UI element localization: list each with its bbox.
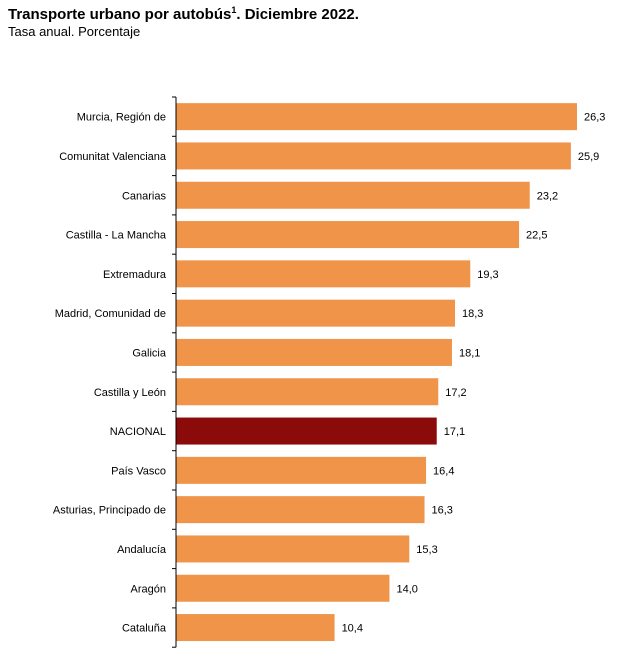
category-label: País Vasco (111, 465, 166, 477)
category-label: Comunitat Valenciana (59, 151, 167, 163)
data-label: 18,3 (462, 308, 483, 320)
category-label: Murcia, Región de (77, 112, 166, 124)
bar (176, 574, 390, 602)
chart-title: Transporte urbano por autobús1. Diciembr… (8, 5, 359, 24)
category-label: Madrid, Comunidad de (55, 308, 166, 320)
data-label: 25,9 (578, 151, 599, 163)
bar (176, 417, 437, 445)
category-label: Aragón (131, 583, 166, 595)
data-label: 17,2 (445, 387, 466, 399)
bar (176, 181, 530, 209)
bar (176, 378, 439, 406)
chart-title-suffix: . Diciembre 2022. (236, 6, 359, 23)
bar (176, 456, 427, 484)
data-label: 18,1 (459, 347, 480, 359)
category-label: Castilla - La Mancha (66, 230, 167, 242)
bar (176, 535, 410, 563)
category-label: NACIONAL (110, 426, 166, 438)
data-label: 26,3 (584, 112, 605, 124)
bar (176, 496, 425, 524)
chart-title-text: Transporte urbano por autobús (8, 6, 232, 23)
chart-title-footnote-mark: 1 (231, 5, 237, 15)
chart-subtitle: Tasa anual. Porcentaje (8, 24, 141, 39)
data-label: 19,3 (477, 269, 498, 281)
data-label: 23,2 (537, 190, 558, 202)
data-label: 10,4 (342, 623, 363, 635)
data-label: 16,3 (432, 505, 453, 517)
data-label: 15,3 (416, 544, 437, 556)
category-label: Castilla y León (94, 387, 166, 399)
data-label: 22,5 (526, 230, 547, 242)
bar (176, 260, 471, 288)
bar (176, 142, 571, 170)
category-label: Cataluña (122, 623, 167, 635)
bar (176, 299, 456, 327)
bar (176, 614, 335, 642)
category-label: Galicia (132, 347, 167, 359)
data-label: 17,1 (444, 426, 465, 438)
category-label: Andalucía (117, 544, 167, 556)
data-label: 14,0 (396, 583, 417, 595)
bar (176, 103, 577, 131)
bar (176, 221, 520, 249)
data-label: 16,4 (433, 465, 454, 477)
category-label: Extremadura (103, 269, 167, 281)
bar (176, 338, 452, 366)
category-label: Asturias, Principado de (53, 505, 166, 517)
category-label: Canarias (122, 190, 167, 202)
